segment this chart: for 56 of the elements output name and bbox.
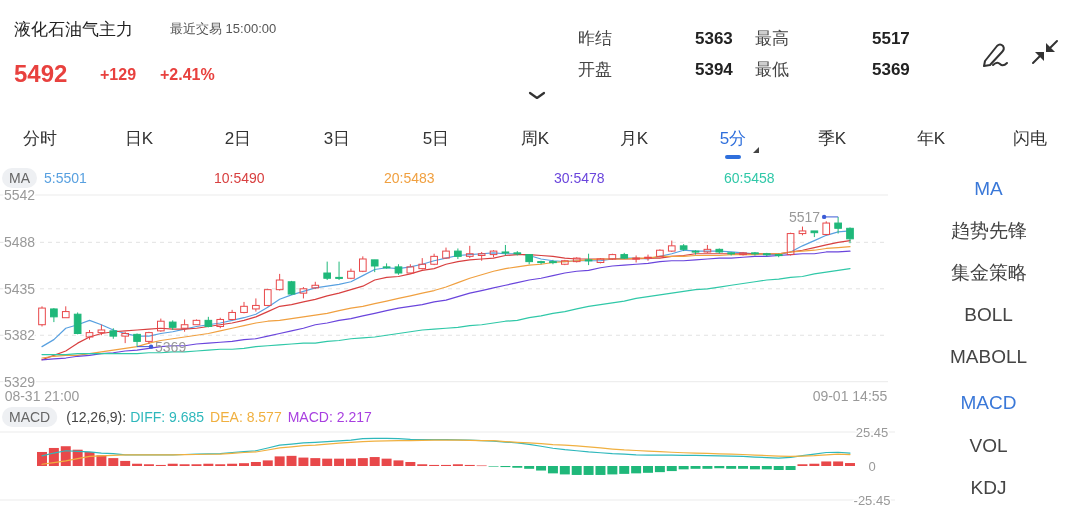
text: 最近交易 15:00:00 xyxy=(170,21,277,36)
text: +2.41% xyxy=(160,66,215,83)
category-label: 闪电 xyxy=(1013,129,1047,148)
category-label: 2日 xyxy=(224,129,252,148)
text: 5369 xyxy=(872,60,910,79)
text: 5517 xyxy=(872,29,910,48)
category-label: 5日 xyxy=(422,129,450,148)
annotation: 5517 xyxy=(788,208,821,225)
category-label: MACD xyxy=(960,392,1017,413)
text: DIFF: 9.685 xyxy=(130,409,205,425)
text: 最高 xyxy=(755,29,789,48)
text: 20:5483 xyxy=(384,170,435,186)
category-label: 月K xyxy=(619,129,649,148)
text: 昨结 xyxy=(578,29,612,48)
legend-title: MA xyxy=(2,168,37,188)
text: 5363 xyxy=(695,29,733,48)
category-label: BOLL xyxy=(964,304,1013,325)
category-label: 5分 xyxy=(719,129,747,148)
text: 液化石油气主力 xyxy=(14,20,133,39)
text: 5394 xyxy=(695,60,734,79)
category-label: 集金策略 xyxy=(950,262,1027,283)
category-label: 周K xyxy=(520,129,550,148)
y-tick-label: 5488 xyxy=(4,234,36,251)
y-tick-label: 5329 xyxy=(4,373,36,390)
series-label: DEA: 8.577 xyxy=(210,409,282,425)
y-tick-label: 5382 xyxy=(4,327,36,344)
y-tick-label: 5542 xyxy=(4,187,36,203)
text: 60:5458 xyxy=(724,170,775,186)
text: 开盘 xyxy=(578,60,612,79)
category-label: 分时 xyxy=(23,129,57,148)
y-tick-label: 25.45 xyxy=(855,424,889,440)
y-tick-label: 5435 xyxy=(4,280,36,297)
category-label: 年K xyxy=(916,129,946,148)
legend-title: MACD xyxy=(9,409,51,425)
category-label: 日K xyxy=(124,129,154,148)
legend-title: MA xyxy=(9,170,31,186)
category-label: 3日 xyxy=(323,129,351,148)
text: 最低 xyxy=(755,60,789,79)
text: 30:5478 xyxy=(554,170,605,186)
text: MACD: 2.217 xyxy=(287,409,372,425)
text: +129 xyxy=(100,66,137,83)
text: 5492 xyxy=(14,60,68,87)
x-tick-label: 09-01 14:55 xyxy=(812,388,888,404)
category-label: MABOLL xyxy=(949,346,1028,367)
y-tick-label: -25.45 xyxy=(853,492,891,508)
category-label: MA xyxy=(974,178,1004,199)
category-label: KDJ xyxy=(970,477,1007,498)
category-label: VOL xyxy=(969,434,1008,456)
category-label: 趋势先锋 xyxy=(950,220,1027,241)
x-tick-label: 08-31 21:00 xyxy=(4,388,80,404)
text: 10:5490 xyxy=(214,170,265,186)
chart-subtitle: (12,26,9): xyxy=(66,409,127,425)
legend-title: MACD xyxy=(2,407,58,427)
text: 5:5501 xyxy=(44,170,88,186)
y-tick-label: 0 xyxy=(868,458,876,474)
category-label: 季K xyxy=(817,129,847,148)
